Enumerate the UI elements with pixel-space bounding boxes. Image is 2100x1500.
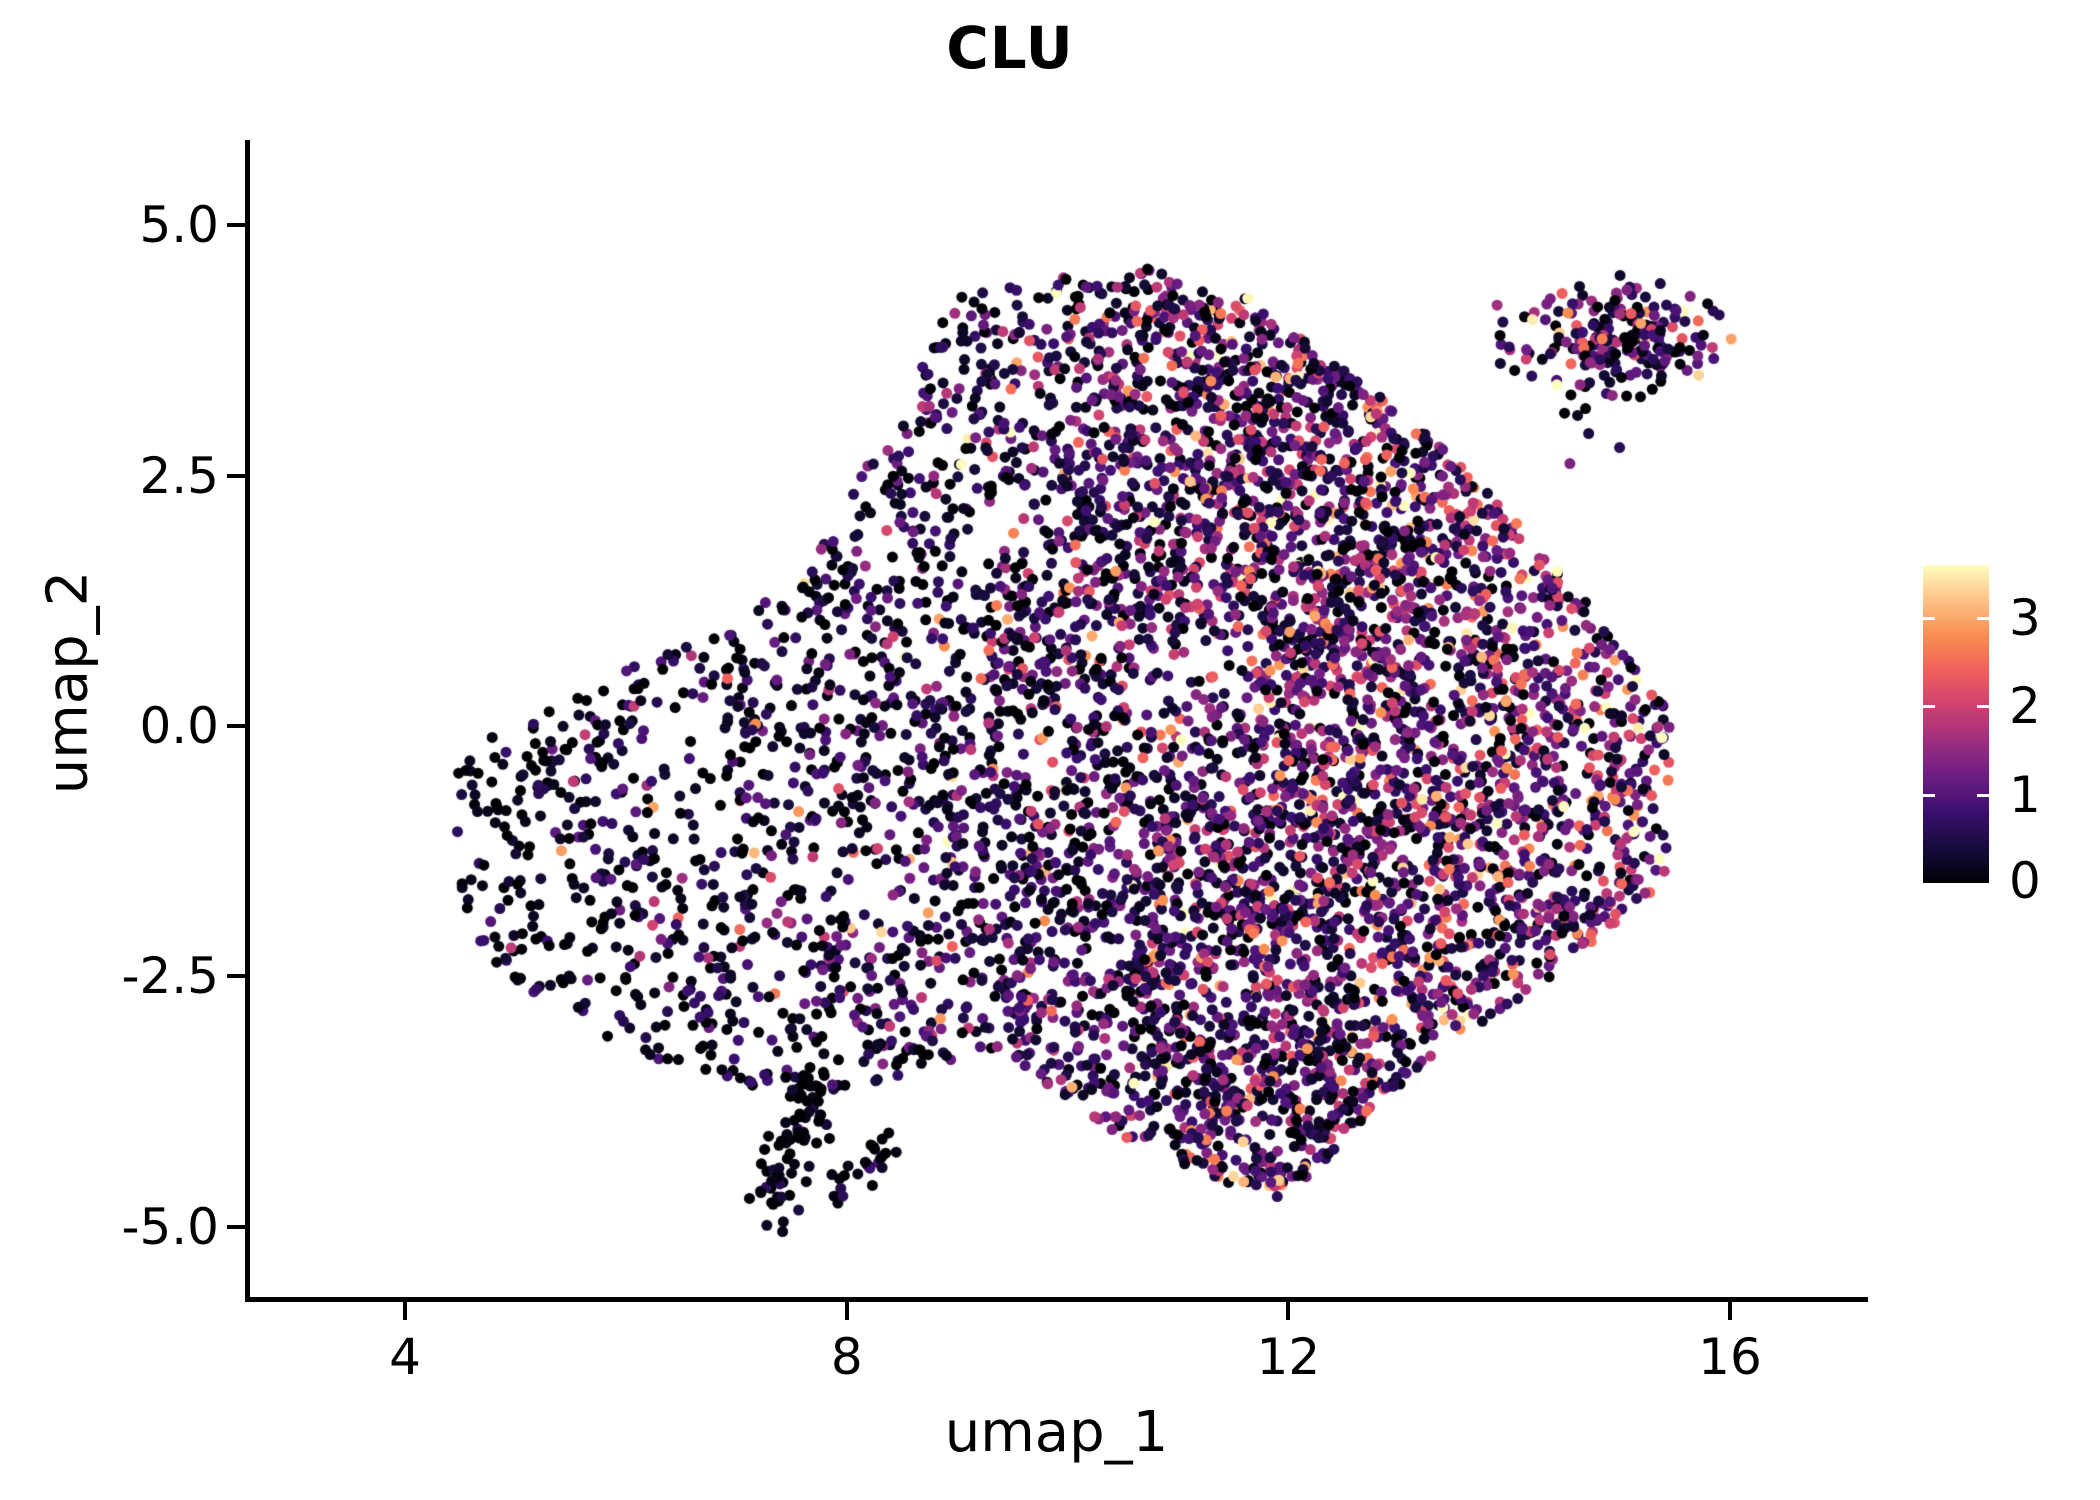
colorbar: 3 2 1 0 [1923, 565, 2041, 910]
colorbar-gradient [1923, 565, 1989, 883]
x-tick-mark [1286, 1302, 1291, 1320]
x-tick-label: 4 [389, 1328, 421, 1386]
y-tick-mark [227, 724, 245, 728]
y-tick-label: 0.0 [139, 697, 219, 755]
colorbar-tick-mark [1977, 705, 1989, 709]
colorbar-tick-label: 3 [2009, 589, 2041, 647]
x-tick-mark [403, 1302, 408, 1320]
y-tick-mark [227, 473, 245, 478]
y-tick-label: 2.5 [139, 446, 219, 505]
scatter-points-layer [245, 140, 1868, 1302]
colorbar-tick-label: 1 [2009, 765, 2041, 824]
x-tick-mark [1727, 1302, 1732, 1320]
colorbar-tick-label: 0 [2009, 852, 2041, 910]
x-axis-spine [245, 1297, 1868, 1302]
scatter-axes: 5.0 2.5 0.0 -2.5 -5.0 4 8 12 16 [121, 140, 1868, 1386]
x-tick-mark [844, 1302, 849, 1320]
y-axis-label: umap_2 [35, 570, 101, 795]
page-title: CLU [946, 14, 1074, 82]
colorbar-tick-mark [1923, 793, 1935, 797]
x-tick-label: 8 [830, 1328, 863, 1386]
y-tick-mark [227, 1224, 245, 1229]
y-tick-label: -5.0 [121, 1197, 219, 1256]
y-tick-label: -2.5 [121, 947, 219, 1006]
colorbar-tick-mark [1923, 617, 1935, 620]
colorbar-tick-mark [1977, 793, 1989, 797]
colorbar-tick-mark [1923, 705, 1935, 709]
x-axis-label: umap_1 [944, 1400, 1169, 1465]
y-tick-mark [227, 223, 245, 228]
colorbar-tick-mark [1977, 617, 1989, 620]
colorbar-tick-label: 2 [2009, 677, 2041, 736]
x-tick-label: 16 [1698, 1328, 1762, 1386]
y-axis-spine [245, 140, 250, 1302]
x-tick-label: 12 [1256, 1328, 1321, 1386]
y-tick-mark [227, 974, 245, 979]
y-tick-label: 5.0 [139, 196, 219, 255]
